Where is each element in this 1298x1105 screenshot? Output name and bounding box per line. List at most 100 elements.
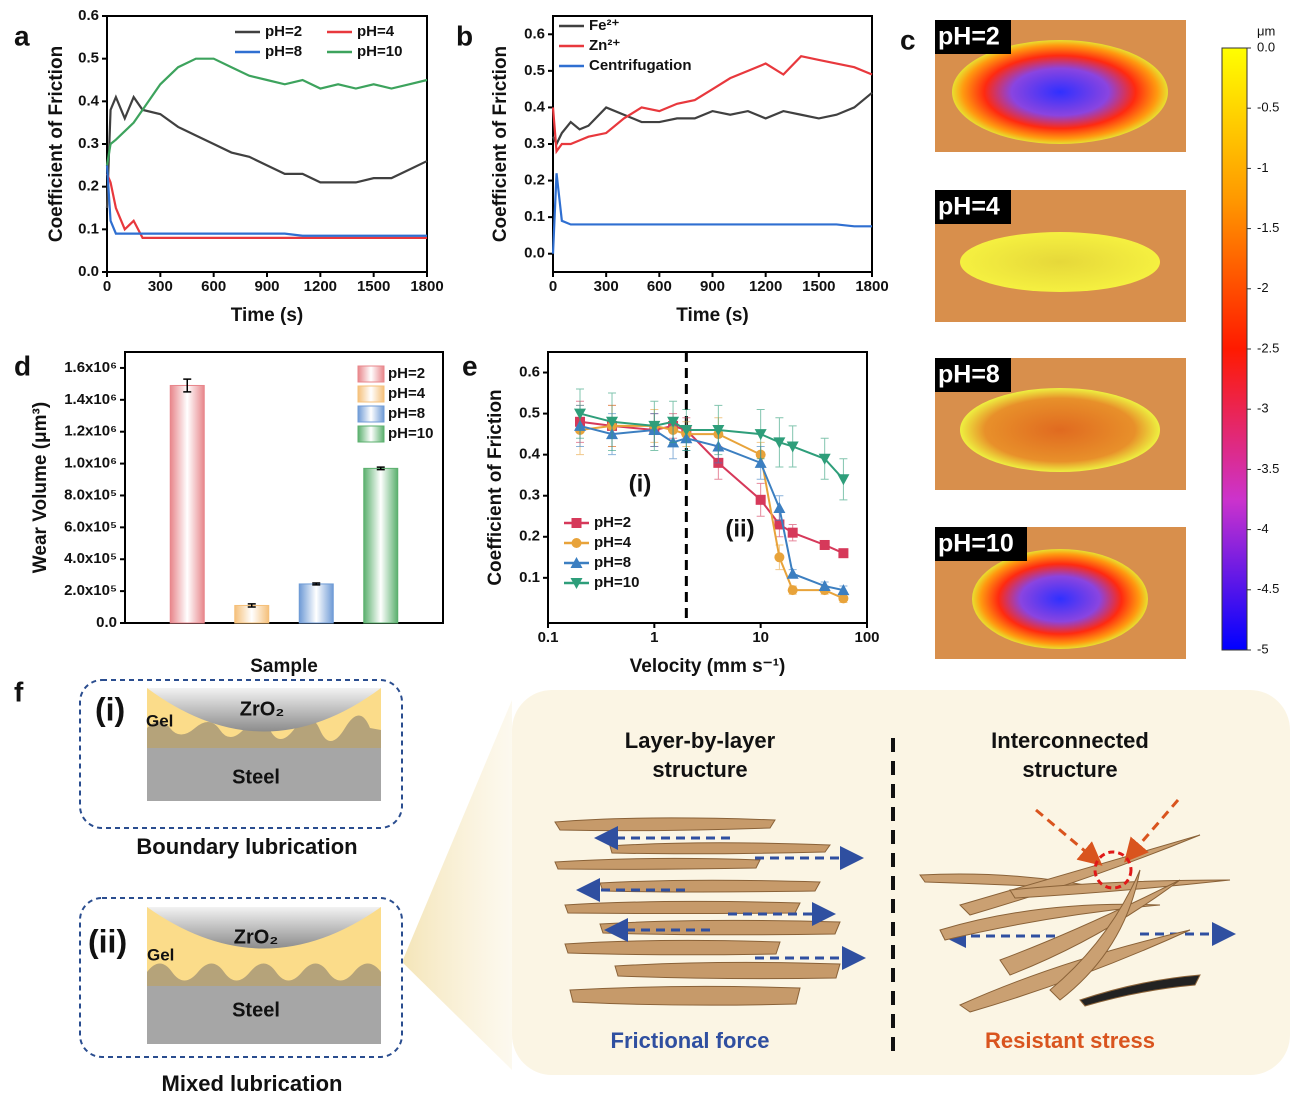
- structure-title: structure: [652, 757, 747, 782]
- legend-label: pH=10: [594, 574, 639, 591]
- legend-label: pH=4: [388, 385, 426, 402]
- x-tick-label: 10: [752, 629, 769, 646]
- colorbar-tick-label: -3: [1257, 401, 1269, 416]
- y-axis-title: Coefficient of Friction: [490, 46, 511, 242]
- y-tick-label: 0.2: [78, 178, 99, 195]
- y-tick-label: 0.1: [78, 220, 99, 237]
- legend-label: pH=4: [357, 23, 395, 40]
- scar: [960, 388, 1160, 472]
- y-tick-label: 0.4: [78, 92, 100, 109]
- caption: Mixed lubrication: [162, 1071, 343, 1096]
- colorbar-tick-label: -4: [1257, 521, 1269, 536]
- line-series: [580, 414, 843, 480]
- y-tick-label: 6.0x10⁵: [64, 518, 117, 535]
- gel-label: Gel: [146, 711, 173, 730]
- legend-swatch: [358, 386, 384, 402]
- gel-label: Gel: [147, 945, 174, 964]
- marker: [787, 568, 799, 579]
- legend-label: pH=2: [265, 23, 302, 40]
- legend-marker: [572, 538, 582, 548]
- legend-swatch: [358, 366, 384, 382]
- y-axis-title: Wear Volume (μm³): [30, 402, 51, 573]
- y-tick-label: 8.0x10⁵: [64, 486, 117, 503]
- colorbar-tick-label: -1: [1257, 160, 1269, 175]
- y-tick-label: 1.2x10⁶: [64, 423, 117, 440]
- structure-title: structure: [1022, 757, 1117, 782]
- x-tick-label: 1800: [855, 278, 888, 295]
- image-label: pH=8: [938, 361, 1000, 389]
- y-tick-label: 0.4: [524, 98, 546, 115]
- x-tick-label: 1800: [410, 278, 443, 295]
- x-tick-label: 900: [700, 278, 725, 295]
- legend-label: Fe²⁺: [589, 17, 620, 34]
- ball-label: ZrO₂: [234, 926, 278, 948]
- bar: [364, 468, 398, 623]
- y-tick-label: 2.0x10⁵: [64, 582, 117, 599]
- image-label: pH=2: [938, 23, 1000, 51]
- scar: [960, 232, 1160, 292]
- y-tick-label: 0.1: [524, 208, 545, 225]
- caption: Resistant stress: [985, 1028, 1155, 1053]
- y-axis-title: Coefficient of Friction: [485, 389, 506, 585]
- line-series: [553, 93, 872, 144]
- x-tick-label: 1500: [802, 278, 835, 295]
- figure: (i) ZrO₂ Gel Steel Boundary lubrication …: [0, 0, 1298, 1100]
- y-tick-label: 0.6: [78, 7, 99, 24]
- y-tick-label: 0.3: [78, 135, 99, 152]
- image-label: pH=4: [938, 193, 1000, 221]
- caption: Frictional force: [611, 1028, 770, 1053]
- panel-label: d: [14, 350, 31, 381]
- y-tick-label: 1.4x10⁶: [64, 391, 117, 408]
- x-tick-label: 600: [201, 278, 226, 295]
- x-tick-label: 300: [594, 278, 619, 295]
- y-tick-label: 0.3: [519, 487, 540, 504]
- x-axis-title: Sample: [250, 656, 318, 677]
- colorbar: [1222, 48, 1247, 650]
- page: (i) ZrO₂ Gel Steel Boundary lubrication …: [0, 0, 1298, 1100]
- steel-label: Steel: [232, 999, 280, 1021]
- marker: [788, 528, 798, 538]
- steel-label: Steel: [232, 766, 280, 788]
- colorbar-tick-label: -4.5: [1257, 581, 1279, 596]
- panel-label: c: [900, 24, 916, 55]
- legend-label: pH=2: [594, 514, 631, 531]
- legend-label: pH=8: [594, 554, 631, 571]
- zoom-cone: [402, 700, 512, 1070]
- y-tick-label: 0.5: [524, 62, 545, 79]
- line-series: [107, 165, 427, 235]
- line-series: [107, 97, 427, 208]
- colorbar-tick-label: -1.5: [1257, 220, 1279, 235]
- legend-label: pH=10: [388, 425, 433, 442]
- marker: [774, 552, 784, 562]
- y-tick-label: 0.6: [524, 25, 545, 42]
- y-tick-label: 0.0: [524, 245, 545, 262]
- y-tick-label: 1.6x10⁶: [64, 359, 117, 376]
- bar: [299, 584, 333, 623]
- x-tick-label: 0: [103, 278, 111, 295]
- y-tick-label: 1.0x10⁶: [64, 455, 117, 472]
- legend-swatch: [358, 426, 384, 442]
- legend-label: pH=10: [357, 43, 402, 60]
- marker: [820, 540, 830, 550]
- annotation: (i): [629, 470, 652, 497]
- y-tick-label: 0.3: [524, 135, 545, 152]
- colorbar-tick-label: -3.5: [1257, 461, 1279, 476]
- colorbar-tick-label: -5: [1257, 641, 1269, 656]
- x-tick-label: 0.1: [538, 629, 559, 646]
- y-tick-label: 0.6: [519, 363, 540, 380]
- y-tick-label: 0.1: [519, 569, 540, 586]
- image-label: pH=10: [938, 530, 1014, 558]
- marker: [788, 585, 798, 595]
- structure-title: Layer-by-layer: [625, 728, 776, 753]
- x-tick-label: 900: [254, 278, 279, 295]
- marker: [838, 548, 848, 558]
- colorbar-tick-label: -2.5: [1257, 340, 1279, 355]
- y-tick-label: 0.5: [519, 405, 540, 422]
- scar: [972, 549, 1148, 649]
- legend-label: pH=2: [388, 365, 425, 382]
- x-tick-label: 1200: [749, 278, 782, 295]
- x-tick-label: 0: [549, 278, 557, 295]
- x-tick-label: 600: [647, 278, 672, 295]
- legend-label: pH=8: [265, 43, 302, 60]
- colorbar-tick-label: 0.0: [1257, 39, 1275, 54]
